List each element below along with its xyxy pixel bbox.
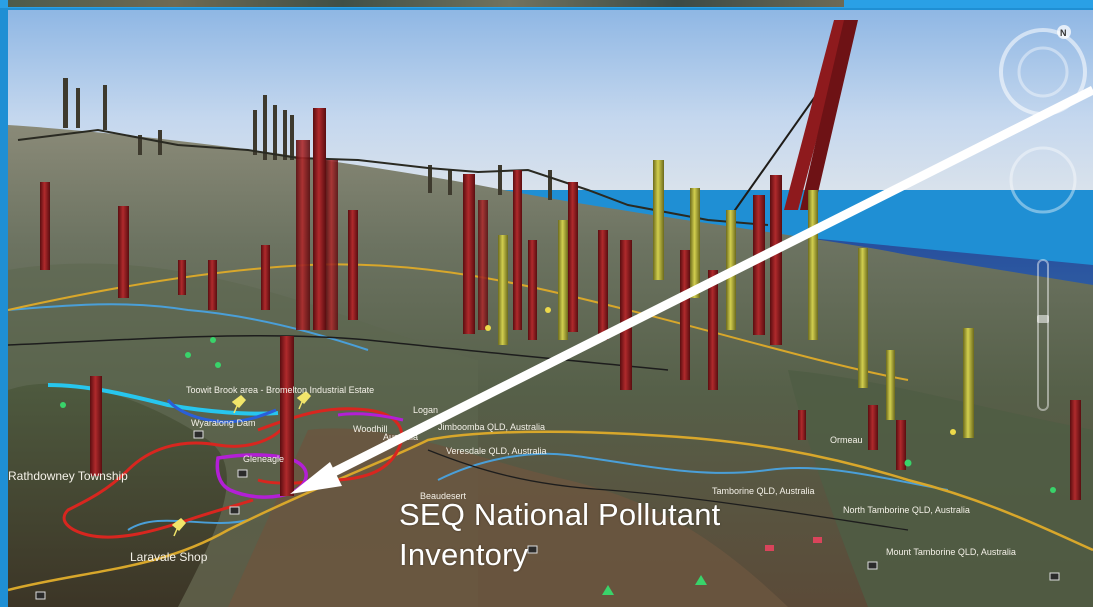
pollutant-column-yellow[interactable] <box>690 188 700 298</box>
placemark-icon[interactable] <box>35 591 46 600</box>
place-label: Jimboomba QLD, Australia <box>438 422 545 432</box>
route-red <box>62 419 290 539</box>
pollutant-column-yellow[interactable] <box>858 248 868 388</box>
place-label: Veresdale QLD, Australia <box>446 446 547 456</box>
pushpin-icon[interactable] <box>231 395 247 414</box>
pollutant-column-main[interactable] <box>280 336 294 496</box>
route-cyan <box>47 383 279 416</box>
river <box>437 452 949 491</box>
pollutant-column[interactable] <box>513 170 522 330</box>
distant-emissions <box>63 78 552 200</box>
placemark-icon[interactable] <box>193 430 204 439</box>
pollutant-column[interactable] <box>118 206 129 298</box>
place-label: Ormeau <box>830 435 863 445</box>
placemark-icon[interactable] <box>527 545 538 554</box>
toolbar-strip <box>0 0 1093 8</box>
road-dark <box>8 334 669 371</box>
valley-land <box>228 428 788 607</box>
pollutant-column[interactable] <box>770 175 782 345</box>
pollutant-column[interactable] <box>40 182 50 270</box>
place-label: North Tamborine QLD, Australia <box>843 505 970 515</box>
place-label: Gleneagle <box>243 454 284 464</box>
place-label: Rathdowney Township <box>8 469 128 483</box>
placemark-icon[interactable] <box>867 561 878 570</box>
pollutant-column[interactable] <box>261 245 270 310</box>
pollutant-column[interactable] <box>798 410 806 440</box>
place-label: Tamborine QLD, Australia <box>712 486 815 496</box>
zoom-slider-thumb[interactable] <box>1037 315 1049 323</box>
mountain-range <box>8 383 227 607</box>
look-joystick-inner[interactable] <box>1017 46 1069 98</box>
placemarks <box>35 307 1060 600</box>
pollutant-column[interactable] <box>1070 400 1081 500</box>
google-earth-3d-scene[interactable]: Toowit Brook area - Bromelton Industrial… <box>8 10 1093 607</box>
place-label: Beaudesert <box>420 491 467 501</box>
navigation-controls[interactable]: N <box>999 25 1087 411</box>
highway <box>8 430 1093 592</box>
pollutant-column-yellow[interactable] <box>808 190 818 340</box>
pollutant-column[interactable] <box>90 376 102 476</box>
map-view[interactable]: Toowit Brook area - Bromelton Industrial… <box>8 10 1093 607</box>
pollutant-column[interactable] <box>463 174 475 334</box>
pollutant-columns-red <box>40 20 1081 500</box>
place-label: Wyaralong Dam <box>191 418 255 428</box>
pollutant-column[interactable] <box>326 160 338 330</box>
placemark-icon[interactable] <box>237 469 248 478</box>
road-dark <box>427 449 909 531</box>
pollutant-column[interactable] <box>598 230 608 340</box>
river <box>8 303 369 351</box>
pollutant-column-tall[interactable] <box>784 20 848 210</box>
pollutant-column[interactable] <box>753 195 765 335</box>
pollutant-column-tall[interactable] <box>800 20 858 210</box>
route-purple <box>337 412 404 422</box>
pushpin-icon[interactable] <box>171 518 187 537</box>
place-label: Woodhill <box>353 424 387 434</box>
pollutant-column[interactable] <box>348 210 358 320</box>
annotation-arrow <box>290 85 1093 494</box>
pollutant-column[interactable] <box>478 200 488 330</box>
thumbnail-strip <box>8 0 844 7</box>
placemark-icon[interactable] <box>765 545 774 551</box>
pollutant-column-yellow[interactable] <box>653 160 664 280</box>
pollutant-column[interactable] <box>868 405 878 450</box>
compass-north-label: N <box>1060 28 1067 38</box>
caption-line-1: SEQ National Pollutant <box>399 497 721 532</box>
place-label: Toowit Brook area - Bromelton Industrial… <box>186 385 374 395</box>
placemark-icon[interactable] <box>813 537 822 543</box>
distant-ridge-line <box>17 128 769 226</box>
pushpin-icon[interactable] <box>296 391 312 410</box>
pollutant-column[interactable] <box>620 240 632 390</box>
place-label: Mount Tamborine QLD, Australia <box>886 547 1016 557</box>
pollutant-column[interactable] <box>680 250 690 380</box>
pollutant-column-yellow[interactable] <box>558 220 568 340</box>
compass-north-icon[interactable] <box>1057 25 1071 39</box>
placemark-icon[interactable] <box>229 506 240 515</box>
pollutant-column-yellow[interactable] <box>498 235 508 345</box>
pollutant-column[interactable] <box>896 420 906 470</box>
caption-line-2: Inventory <box>399 537 529 572</box>
place-label: Logan <box>413 405 438 415</box>
pollutant-column-yellow[interactable] <box>886 350 895 420</box>
slide-caption: SEQ National Pollutant Inventory <box>399 495 859 575</box>
pollutant-column[interactable] <box>708 270 718 390</box>
zoom-slider[interactable] <box>1037 259 1049 411</box>
pollutant-column-yellow[interactable] <box>963 328 974 438</box>
place-label: Laravale Shop <box>130 550 208 564</box>
placemark-icon[interactable] <box>1049 572 1060 581</box>
pollutant-column[interactable] <box>528 240 537 340</box>
route-blue <box>166 398 277 424</box>
pollutant-column[interactable] <box>208 260 217 310</box>
pollutant-column[interactable] <box>313 108 326 330</box>
pollutant-column[interactable] <box>296 140 310 330</box>
pollutant-column[interactable] <box>178 260 186 295</box>
move-joystick[interactable] <box>1009 146 1077 214</box>
pollutant-column[interactable] <box>568 182 578 332</box>
